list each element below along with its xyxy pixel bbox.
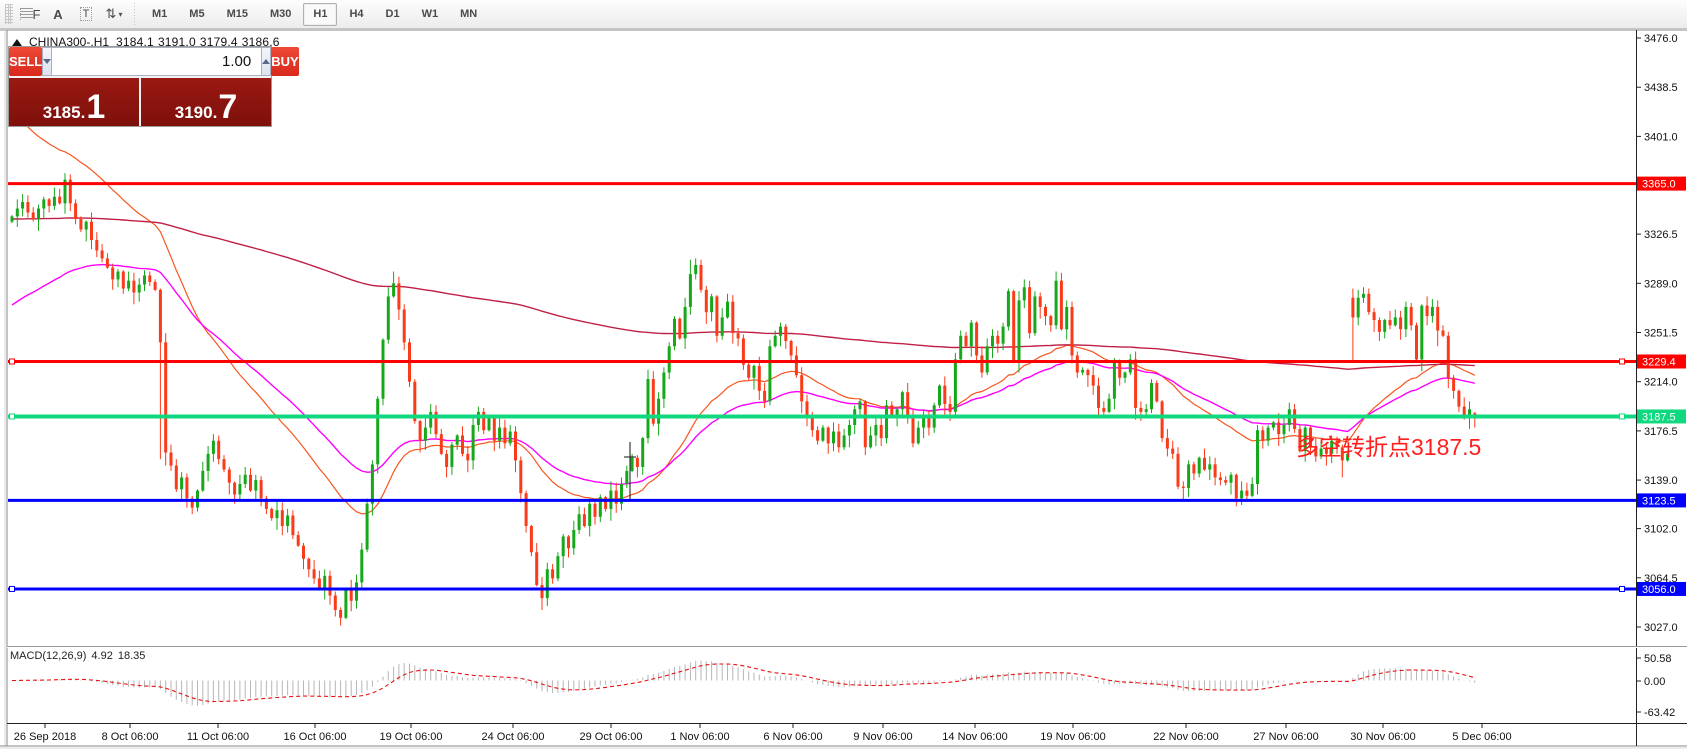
svg-text:3438.5: 3438.5 (1644, 82, 1678, 94)
drawing-tool-buttons: F A T ⇅ ▾ (16, 2, 128, 26)
svg-text:3064.5: 3064.5 (1644, 573, 1678, 585)
volume-increase-button[interactable] (261, 47, 272, 76)
svg-text:22 Nov 06:00: 22 Nov 06:00 (1153, 731, 1218, 743)
dropdown-caret-icon[interactable]: ▾ (118, 9, 123, 19)
level-line-3123.5[interactable]: 3123.5 (8, 493, 1686, 508)
macd-panel (12, 660, 1476, 706)
svg-text:3187.5: 3187.5 (1642, 411, 1676, 423)
svg-text:11 Oct 06:00: 11 Oct 06:00 (187, 731, 249, 743)
svg-text:6 Nov 06:00: 6 Nov 06:00 (763, 731, 822, 743)
candles-layer (10, 173, 1477, 626)
buy-button[interactable]: BUY (271, 47, 299, 76)
svg-text:27 Nov 06:00: 27 Nov 06:00 (1253, 731, 1318, 743)
toolbar-drag-handle[interactable] (5, 4, 13, 24)
chart-canvas[interactable]: 3365.0 3229.4 3187.5 3123.5 3056.0 3476.0 3438… (0, 29, 1687, 749)
one-click-trading-panel: SELL BUY 3185. 1 3190. 7 (8, 46, 299, 127)
arrows-tool-icon[interactable]: ⇅ ▾ (105, 6, 123, 21)
ohlc-high: 3191.0 (157, 35, 196, 49)
svg-text:-63.42: -63.42 (1644, 707, 1675, 719)
svg-text:19 Oct 06:00: 19 Oct 06:00 (380, 731, 443, 743)
svg-text:1 Nov 06:00: 1 Nov 06:00 (670, 731, 729, 743)
level-line-3365.0[interactable]: 3365.0 (8, 176, 1686, 191)
macd-signal-line (12, 663, 1475, 703)
svg-text:3123.5: 3123.5 (1642, 495, 1676, 507)
svg-text:50.58: 50.58 (1644, 653, 1672, 665)
timeframe-w1[interactable]: W1 (421, 8, 439, 20)
moving-averages-layer (11, 110, 1476, 515)
level-line-3056.0[interactable]: 3056.0 (8, 581, 1686, 596)
collapse-panel-icon[interactable] (12, 38, 22, 46)
ohlc-close: 3186.6 (241, 35, 280, 49)
trendline-marker[interactable] (624, 442, 636, 500)
svg-text:5 Dec 06:00: 5 Dec 06:00 (1452, 731, 1511, 743)
buy-price-pips: 7 (218, 88, 238, 127)
ohlc-low: 3179.4 (199, 35, 238, 49)
time-axis[interactable]: 26 Sep 2018 8 Oct 06:00 11 Oct 06:00 16 Oct… (14, 724, 1512, 743)
svg-text:3176.5: 3176.5 (1644, 426, 1678, 438)
fibonacci-tool-icon[interactable]: F (17, 2, 43, 26)
timeframe-h4[interactable]: H4 (349, 8, 364, 20)
svg-text:3326.5: 3326.5 (1644, 229, 1678, 241)
sell-price-pips: 1 (86, 88, 106, 127)
macd-indicator-label: MACD(12,26,9) 4.92 18.35 (10, 650, 150, 662)
svg-text:3139.0: 3139.0 (1644, 475, 1678, 487)
mid-ma-line (11, 263, 1475, 486)
slow-ma-line (12, 217, 1475, 370)
buy-price-display[interactable]: 3190. 7 (141, 78, 271, 126)
svg-text:29 Oct 06:00: 29 Oct 06:00 (580, 731, 643, 743)
svg-text:3365.0: 3365.0 (1642, 179, 1676, 191)
caret-down-icon (43, 59, 52, 64)
toolbar-separator (132, 3, 137, 25)
buy-price: 3190. (174, 103, 218, 122)
text-tool-icon[interactable]: A (53, 6, 63, 22)
svg-text:3251.5: 3251.5 (1644, 327, 1678, 339)
svg-text:16 Oct 06:00: 16 Oct 06:00 (284, 731, 347, 743)
svg-text:26 Sep 2018: 26 Sep 2018 (14, 731, 76, 743)
macd-main-value: 4.92 (91, 650, 113, 662)
level-line-3187.5[interactable]: 3187.5 (8, 409, 1686, 424)
timeframe-buttons: M1 M5 M15 M30 H1 H4 D1 W1 MN (141, 2, 488, 26)
sell-button[interactable]: SELL (9, 47, 43, 76)
price-axis[interactable]: 3476.0 3438.5 3401.0 3326.5 3289.0 3251.5 3214… (1637, 33, 1678, 719)
chart-text-annotation: 多空转折点3187.5 (1296, 434, 1482, 460)
svg-text:3401.0: 3401.0 (1644, 131, 1678, 143)
volume-input[interactable] (52, 47, 262, 76)
svg-text:14 Nov 06:00: 14 Nov 06:00 (942, 731, 1007, 743)
svg-text:0.00: 0.00 (1644, 676, 1665, 688)
svg-text:3102.0: 3102.0 (1644, 524, 1678, 536)
symbol-title: CHINA300-,H1 (29, 35, 110, 49)
timeframe-m15[interactable]: M15 (226, 8, 248, 20)
svg-text:3289.0: 3289.0 (1644, 278, 1678, 290)
timeframe-mn[interactable]: MN (460, 8, 478, 20)
caret-up-icon (262, 59, 271, 64)
sell-price-display[interactable]: 3185. 1 (9, 78, 139, 126)
svg-text:19 Nov 06:00: 19 Nov 06:00 (1040, 731, 1105, 743)
volume-decrease-button[interactable] (42, 47, 53, 76)
svg-text:3476.0: 3476.0 (1644, 33, 1678, 45)
ohlc-open: 3184.1 (116, 35, 154, 49)
svg-text:3027.0: 3027.0 (1644, 622, 1678, 634)
timeframe-m5[interactable]: M5 (189, 8, 205, 20)
svg-text:8 Oct 06:00: 8 Oct 06:00 (102, 731, 159, 743)
timeframe-m30[interactable]: M30 (269, 8, 292, 20)
timeframe-m1[interactable]: M1 (152, 8, 168, 20)
svg-text:24 Oct 06:00: 24 Oct 06:00 (482, 731, 545, 743)
level-line-3229.4[interactable]: 3229.4 (8, 354, 1686, 369)
macd-name: MACD(12,26,9) (10, 650, 87, 662)
timeframe-h1[interactable]: H1 (303, 2, 338, 26)
svg-text:30 Nov 06:00: 30 Nov 06:00 (1350, 731, 1415, 743)
svg-text:3214.0: 3214.0 (1644, 377, 1678, 389)
timeframe-d1[interactable]: D1 (385, 8, 400, 20)
svg-text:9 Nov 06:00: 9 Nov 06:00 (853, 731, 912, 743)
sell-price: 3185. (42, 103, 86, 122)
chart-title-bar: CHINA300-,H1 3184.1 3191.0 3179.4 3186.6 (12, 35, 280, 49)
fast-ma-line (11, 110, 1476, 515)
label-tool-icon[interactable]: T (73, 2, 99, 26)
svg-text:3229.4: 3229.4 (1642, 356, 1676, 368)
svg-text:3056.0: 3056.0 (1642, 584, 1676, 596)
top-toolbar: F A T ⇅ ▾ M1 M5 M15 M30 H1 H4 D1 W1 MN (0, 0, 1687, 29)
macd-signal-value: 18.35 (117, 650, 146, 662)
